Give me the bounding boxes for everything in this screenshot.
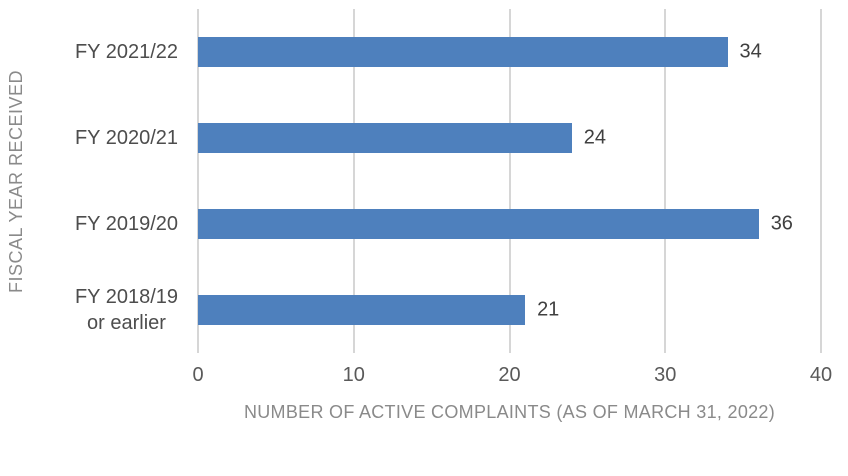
x-axis-ticks: 0 10 20 30 40 [192,364,832,390]
bar-row: 36 [198,181,821,267]
x-tick-label: 20 [498,364,521,386]
bar-row: 34 [198,9,821,95]
value-label: 36 [770,212,793,235]
bar-row: 21 [198,267,821,353]
category-axis: FY 2021/22 FY 2020/21 FY 2019/20 FY 2018/19… [34,9,178,353]
category-label: FY 2018/19 or earlier [74,286,178,334]
x-tick-label: 30 [654,364,677,386]
category-label: FY 2021/22 [74,41,178,63]
category-row: FY 2020/21 [34,95,178,181]
gridline [352,9,355,353]
gridlines [197,9,822,353]
bar-series: 34 24 36 21 [198,9,821,353]
gridline [664,9,667,353]
category-row: FY 2018/19 or earlier [34,267,178,353]
gridline [508,9,511,353]
bar [198,295,526,325]
value-label: 21 [537,298,560,321]
gridline [820,9,822,353]
gridline [197,9,199,353]
category-row: FY 2019/20 [34,181,178,267]
x-axis-title: NUMBER OF ACTIVE COMPLAINTS (AS OF MARCH… [243,402,776,422]
x-tick-label: 0 [192,364,204,386]
plot-area: 34 24 36 21 [197,9,822,353]
bar [198,209,759,239]
bar [198,37,728,67]
bar-row: 24 [198,95,821,181]
bar [198,123,572,153]
value-label: 24 [583,126,607,149]
category-row: FY 2021/22 [34,9,178,95]
y-axis-title-container: FISCAL YEAR RECEIVED [0,9,34,353]
category-label: FY 2019/20 [74,213,178,235]
value-label: 34 [739,40,762,63]
y-axis-title: FISCAL YEAR RECEIVED [6,69,27,293]
category-label: FY 2020/21 [74,127,178,149]
x-tick-label: 10 [342,364,365,386]
x-tick-label: 40 [809,364,833,386]
